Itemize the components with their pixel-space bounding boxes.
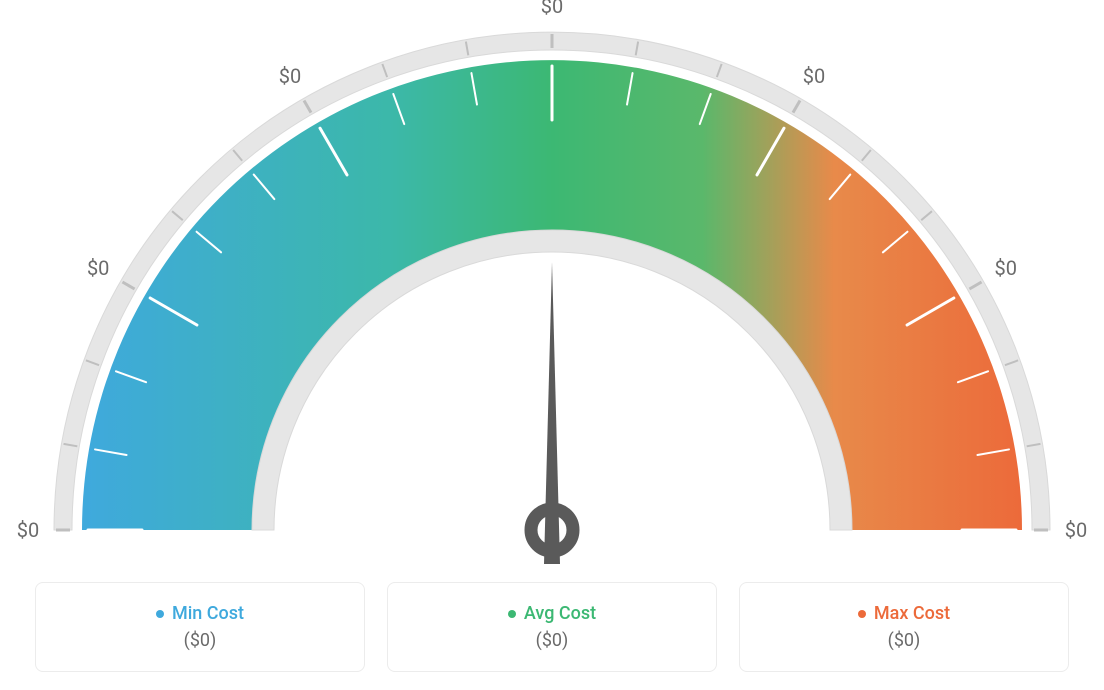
gauge-svg	[32, 0, 1072, 580]
dot-icon	[156, 610, 164, 618]
legend-label: Max Cost	[874, 603, 950, 624]
dot-icon	[858, 610, 866, 618]
gauge-tick-label: $0	[995, 256, 1017, 280]
gauge-tick-label: $0	[1065, 518, 1087, 542]
gauge-tick-label: $0	[541, 0, 563, 18]
legend-value: ($0)	[536, 630, 569, 651]
legend-label: Min Cost	[172, 603, 244, 624]
gauge-chart: $0$0$0$0$0$0$0	[32, 0, 1072, 560]
legend-value: ($0)	[184, 630, 217, 651]
gauge-tick-label: $0	[279, 64, 301, 88]
legend-card-max: Max Cost ($0)	[739, 582, 1069, 672]
gauge-tick-label: $0	[803, 64, 825, 88]
dot-icon	[508, 610, 516, 618]
legend-card-avg: Avg Cost ($0)	[387, 582, 717, 672]
legend-title-min: Min Cost	[156, 603, 244, 624]
legend-title-max: Max Cost	[858, 603, 950, 624]
legend-title-avg: Avg Cost	[508, 603, 596, 624]
legend-row: Min Cost ($0) Avg Cost ($0) Max Cost ($0…	[32, 582, 1072, 672]
gauge-tick-label: $0	[87, 256, 109, 280]
legend-value: ($0)	[888, 630, 921, 651]
legend-card-min: Min Cost ($0)	[35, 582, 365, 672]
legend-label: Avg Cost	[524, 603, 596, 624]
gauge-tick-label: $0	[17, 518, 39, 542]
